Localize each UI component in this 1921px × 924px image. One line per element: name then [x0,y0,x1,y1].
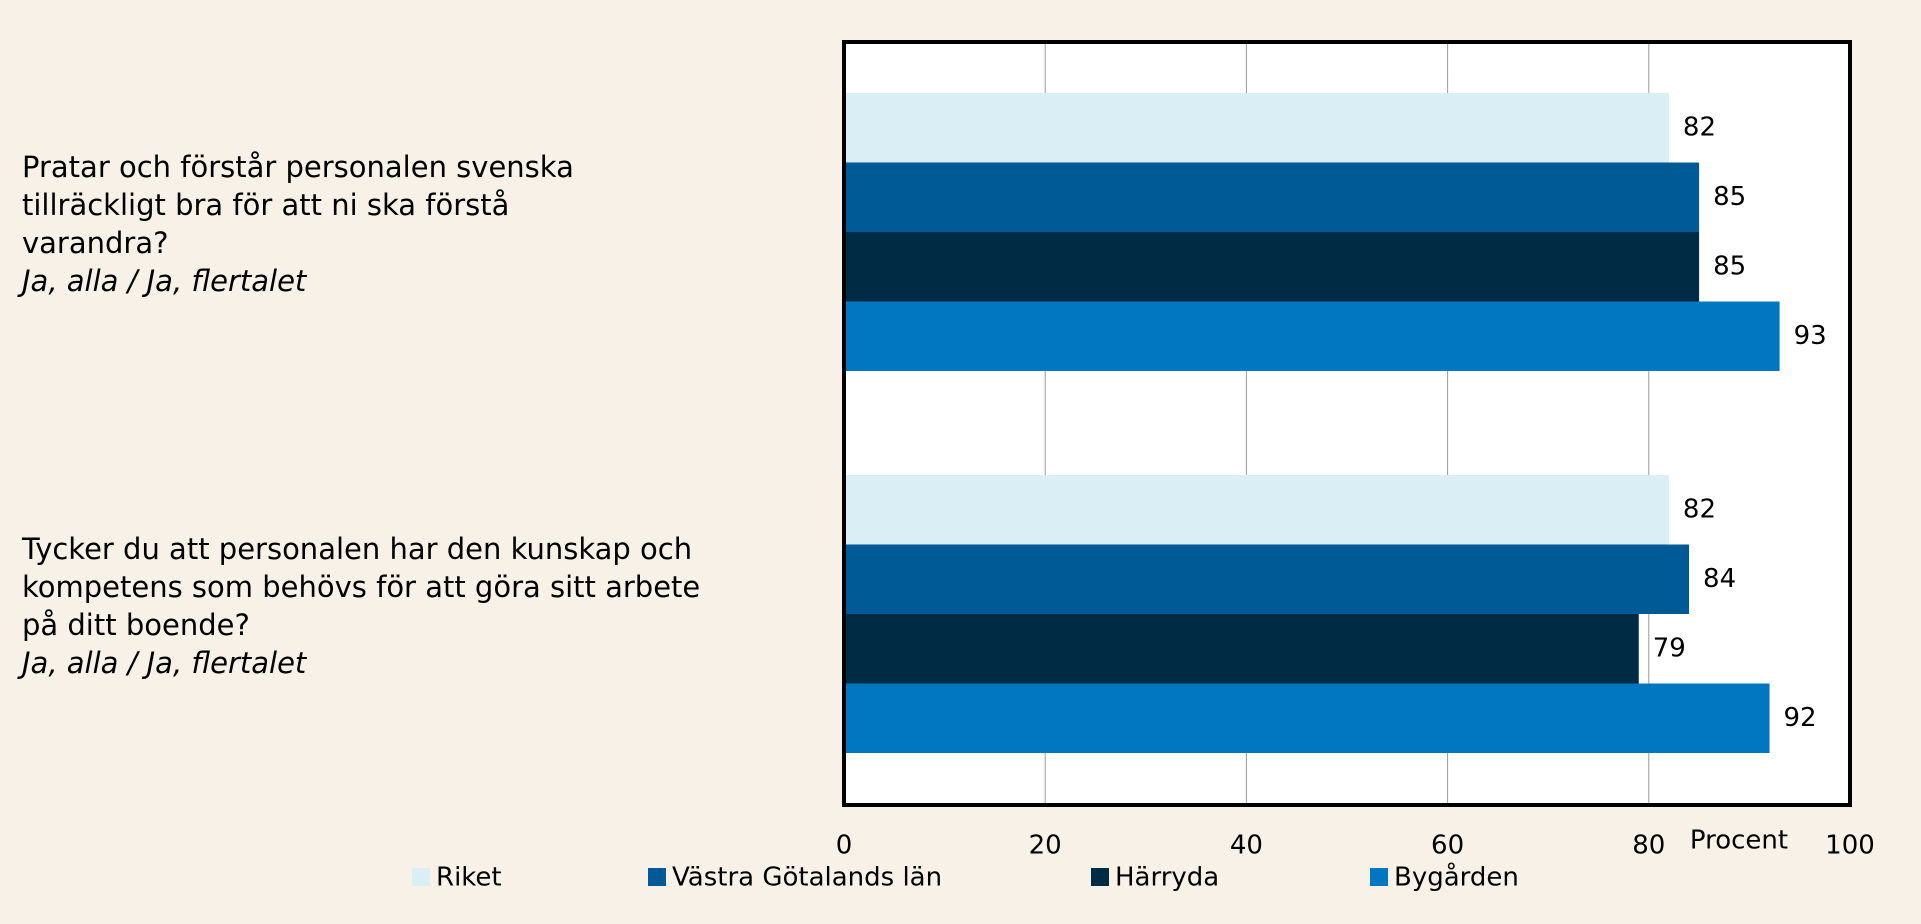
category-text: Pratar och förstår personalen svenska ti… [22,150,574,260]
bar [844,232,1700,302]
bar [844,614,1639,684]
legend-label: Härryda [1115,863,1219,893]
bar [844,544,1690,614]
legend-label: Västra Götalands län [672,863,942,893]
value-label: 84 [1703,564,1736,594]
category-note: Ja, alla / Ja, flertalet [22,646,307,680]
value-label: 93 [1794,321,1827,351]
x-tick-label: 0 [836,831,853,861]
legend-label: Riket [436,863,502,893]
category-note: Ja, alla / Ja, flertalet [22,264,307,298]
x-tick-label: 20 [1029,831,1062,861]
legend-swatch [412,868,430,886]
value-label: 92 [1784,703,1817,733]
bar [844,301,1780,371]
value-label: 79 [1653,633,1686,663]
value-label: 85 [1713,182,1746,212]
x-tick-label: 80 [1632,831,1665,861]
value-label: 82 [1683,494,1716,524]
bar [844,162,1700,232]
legend-swatch [648,868,666,886]
plot-frame [842,40,1852,807]
bar [844,475,1669,545]
x-tick-label: 60 [1431,831,1464,861]
category-text: Tycker du att personalen har den kunskap… [22,532,701,642]
x-tick-label: 100 [1825,831,1875,861]
value-label: 85 [1713,251,1746,281]
category-label: Pratar och förstår personalen svenska ti… [22,148,592,300]
bar [844,683,1770,753]
legend-swatch [1370,868,1388,886]
legend-swatch [1091,868,1109,886]
value-label: 82 [1683,112,1716,142]
category-label: Tycker du att personalen har den kunskap… [22,530,712,682]
bar [844,93,1669,163]
legend-label: Bygården [1394,862,1519,893]
x-tick-label: 40 [1230,831,1263,861]
x-axis-label: Procent [1690,826,1788,856]
